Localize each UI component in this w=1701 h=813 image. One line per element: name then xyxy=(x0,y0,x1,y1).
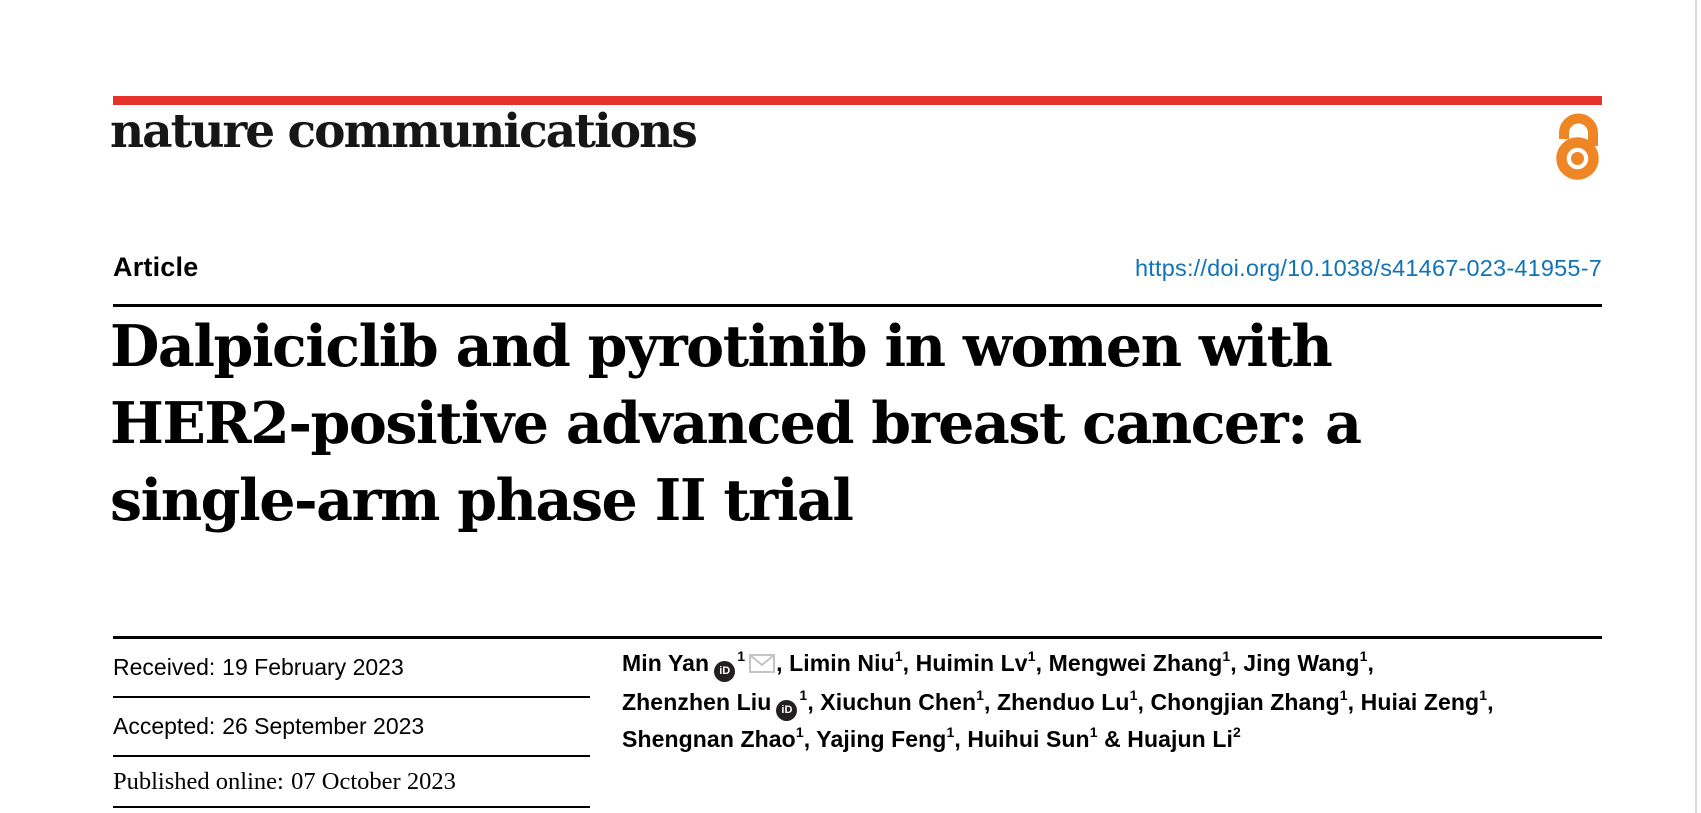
author: Chongjian Zhang1, xyxy=(1150,687,1361,715)
author-line: Zhenzhen Liu iD1, Xiuchun Chen1, Zhenduo … xyxy=(622,684,1612,721)
author: Min Yan iD1, xyxy=(622,648,789,682)
affiliation-superscript: 1 xyxy=(1027,648,1036,665)
affiliation-superscript: 1 xyxy=(795,724,804,741)
author: Jing Wang1, xyxy=(1243,648,1374,676)
page-right-edge xyxy=(1695,0,1697,813)
accepted-label: Accepted: xyxy=(113,713,216,739)
affiliation-superscript: 2 xyxy=(1232,724,1241,741)
author: Xiuchun Chen1, xyxy=(820,687,997,715)
author-line: Min Yan iD1, Limin Niu1, Huimin Lv1, Meng… xyxy=(622,645,1612,684)
orcid-icon[interactable]: iD xyxy=(714,661,736,682)
published-label: Published online: xyxy=(113,767,284,795)
author: Mengwei Zhang1, xyxy=(1048,648,1244,676)
author-list: Min Yan iD1, Limin Niu1, Huimin Lv1, Meng… xyxy=(622,645,1612,758)
author: Limin Niu1, xyxy=(789,648,916,676)
title-line-2: HER2-positive advanced breast cancer: a xyxy=(110,390,1362,457)
author: Shengnan Zhao1, xyxy=(622,724,817,752)
article-header-row: Article https://doi.org/10.1038/s41467-0… xyxy=(113,252,1602,283)
doi-link[interactable]: https://doi.org/10.1038/s41467-023-41955… xyxy=(1135,255,1602,281)
open-access-icon xyxy=(1555,110,1602,186)
affiliation-superscript: 1 xyxy=(737,648,746,665)
header-rule xyxy=(113,304,1602,307)
title-line-1: Dalpiciclib and pyrotinib in women with xyxy=(110,313,1333,380)
article-title: Dalpiciclib and pyrotinib in women with … xyxy=(110,308,1362,539)
affiliation-superscript: 1 xyxy=(976,687,984,704)
author: Huimin Lv1, xyxy=(915,648,1049,676)
title-line-3: single-arm phase II trial xyxy=(110,467,854,534)
brand-red-bar xyxy=(113,96,1602,105)
received-label: Received: xyxy=(113,654,216,680)
received-row: Received: 19 February 2023 xyxy=(113,639,590,698)
author: Huiai Zeng1, xyxy=(1360,687,1494,715)
affiliation-superscript: 1 xyxy=(799,687,808,704)
metadata-rule xyxy=(113,636,1602,639)
published-row: Published online: 07 October 2023 xyxy=(113,757,590,808)
affiliation-superscript: 1 xyxy=(1359,648,1368,665)
affiliation-superscript: 1 xyxy=(1222,648,1231,665)
article-type-label: Article xyxy=(113,252,199,282)
author: Yajing Feng1, xyxy=(816,724,968,752)
author: Zhenzhen Liu iD1, xyxy=(622,687,820,721)
accepted-row: Accepted: 26 September 2023 xyxy=(113,698,590,757)
affiliation-superscript: 1 xyxy=(1089,724,1098,741)
orcid-icon[interactable]: iD xyxy=(776,700,798,721)
author: Zhenduo Lu1, xyxy=(996,687,1151,715)
published-date: 07 October 2023 xyxy=(291,767,456,795)
affiliation-superscript: 1 xyxy=(1479,687,1488,704)
affiliation-superscript: 1 xyxy=(894,648,903,665)
received-date: 19 February 2023 xyxy=(222,654,404,680)
affiliation-superscript: 1 xyxy=(1129,687,1138,704)
affiliation-superscript: 1 xyxy=(946,724,955,741)
affiliation-superscript: 1 xyxy=(1339,687,1348,704)
author-line: Shengnan Zhao1, Yajing Feng1, Huihui Sun… xyxy=(622,721,1612,758)
publication-history: Received: 19 February 2023 Accepted: 26 … xyxy=(113,639,590,808)
email-icon[interactable] xyxy=(749,647,776,684)
author: Huihui Sun1 & xyxy=(967,724,1128,752)
author: Huajun Li2 xyxy=(1127,724,1241,752)
journal-wordmark: nature communications xyxy=(110,104,698,159)
accepted-date: 26 September 2023 xyxy=(222,713,425,739)
